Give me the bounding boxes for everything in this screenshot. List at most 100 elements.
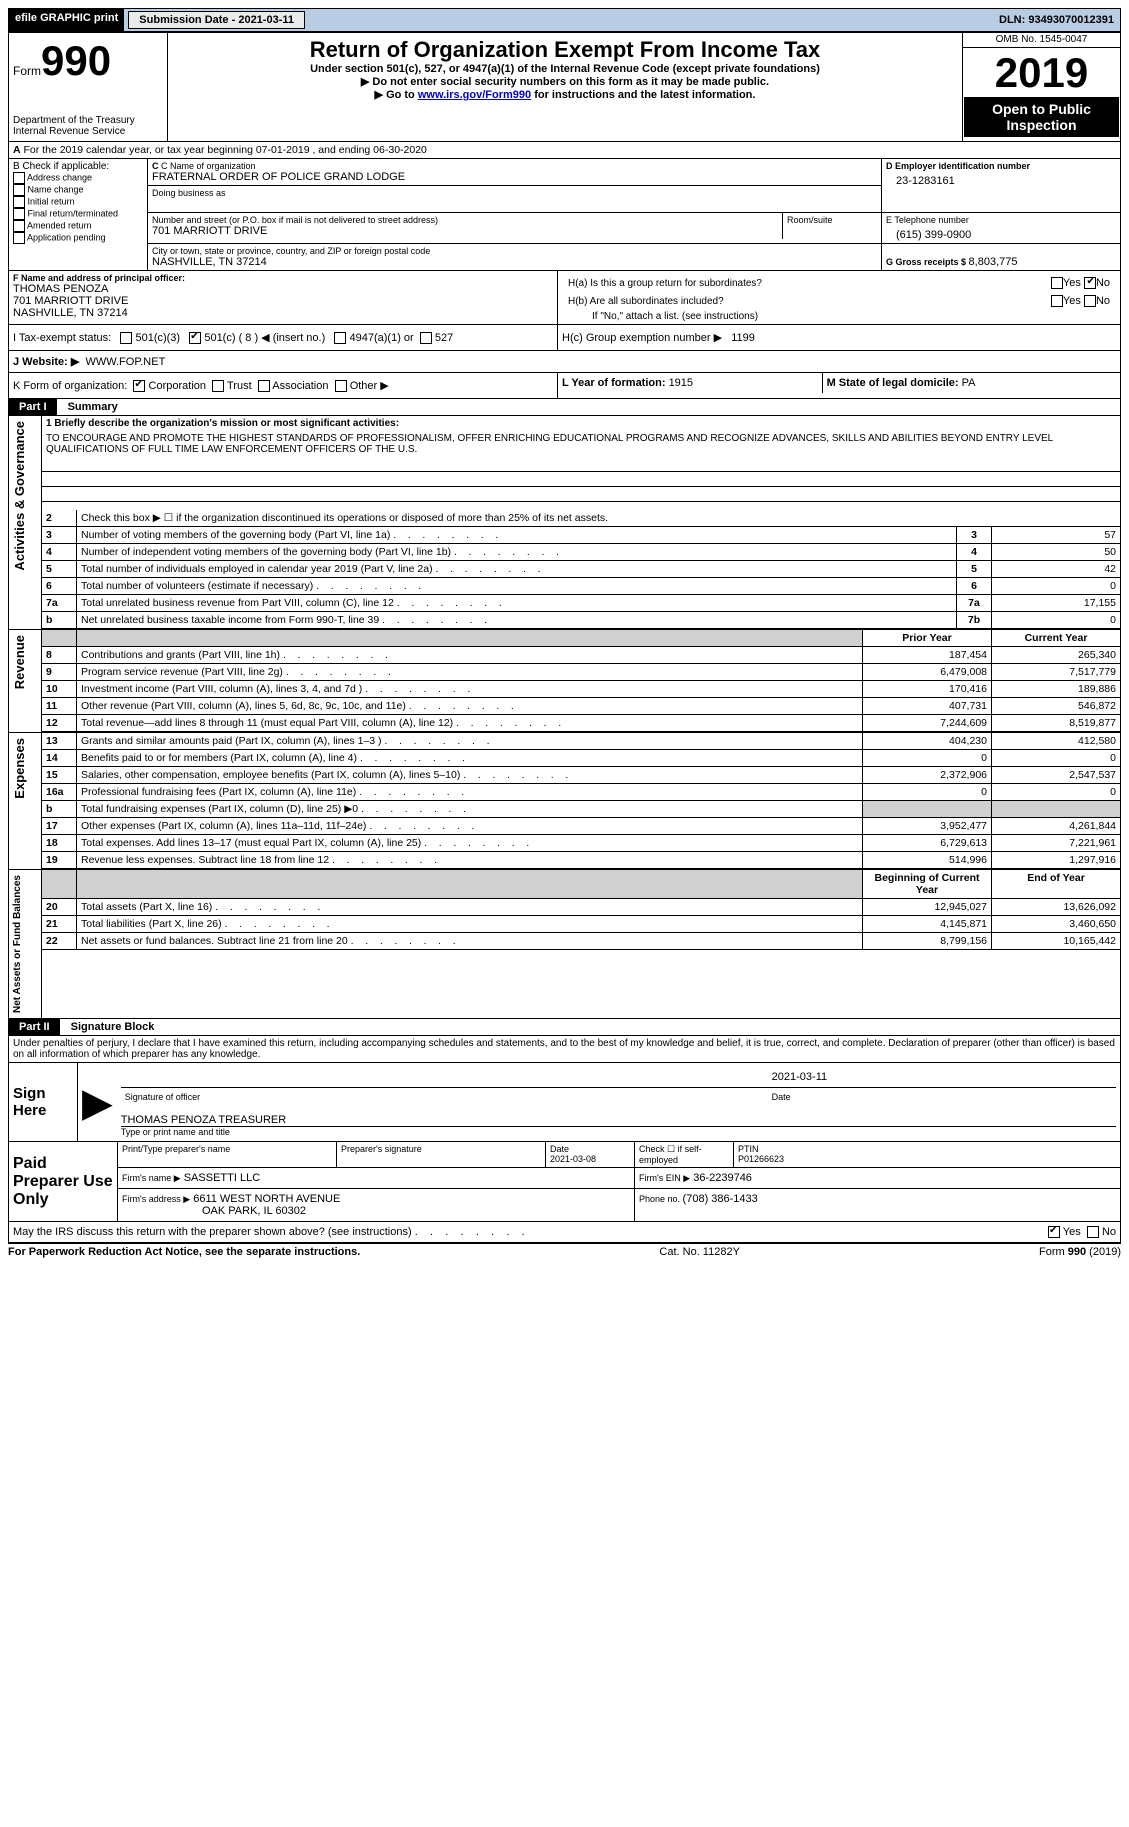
mission-text: TO ENCOURAGE AND PROMOTE THE HIGHEST STA… [42, 431, 1120, 457]
firm-addr2: OAK PARK, IL 60302 [122, 1205, 306, 1217]
org-name: FRATERNAL ORDER OF POLICE GRAND LODGE [152, 171, 877, 183]
top-bar: efile GRAPHIC print Submission Date - 20… [8, 8, 1121, 32]
line2: Check this box ▶ ☐ if the organization d… [77, 510, 1121, 527]
box-b-label: B Check if applicable: [13, 161, 143, 172]
4947a1: 4947(a)(1) or [350, 332, 414, 344]
hb-yes: Yes [1063, 295, 1081, 307]
vlabel-exp: Expenses [10, 734, 29, 803]
h-b: H(b) Are all subordinates included? [568, 296, 724, 307]
city-label: City or town, state or province, country… [152, 246, 877, 256]
officer-name-title: THOMAS PENOZA TREASURER [121, 1114, 1116, 1127]
d-label: D Employer identification number [886, 161, 1030, 171]
firm-phone: (708) 386-1433 [683, 1193, 758, 1205]
part1-title: Summary [60, 401, 118, 413]
mission-label: 1 Briefly describe the organization's mi… [46, 418, 399, 429]
h-a: H(a) Is this a group return for subordin… [568, 278, 762, 289]
dept-treasury: Department of the Treasury [13, 115, 163, 126]
type-name-label: Type or print name and title [121, 1127, 1116, 1137]
chk-final: Final return/terminated [28, 208, 119, 218]
form990-link[interactable]: www.irs.gov/Form990 [418, 89, 531, 101]
paid-preparer-block: Paid Preparer Use Only Print/Type prepar… [8, 1142, 1121, 1222]
527: 527 [435, 332, 453, 344]
e-phone-label: E Telephone number [886, 215, 1116, 225]
firm-phone-label: Phone no. [639, 1194, 683, 1204]
sig-date-label: Date [768, 1088, 1116, 1107]
irs: Internal Revenue Service [13, 126, 163, 137]
status-block: I Tax-exempt status: 501(c)(3) 501(c) ( … [8, 325, 1121, 399]
f-label: F Name and address of principal officer: [13, 273, 185, 283]
efile-label: efile GRAPHIC print [9, 9, 124, 31]
part1-badge: Part I [9, 399, 57, 415]
footer-mid: Cat. No. 11282Y [659, 1246, 740, 1258]
firm-name: SASSETTI LLC [184, 1172, 260, 1184]
k-assoc: Association [272, 380, 328, 392]
officer-name: THOMAS PENOZA [13, 283, 553, 295]
period-text: For the 2019 calendar year, or tax year … [24, 144, 427, 156]
submission-label: Submission Date - [139, 14, 238, 26]
hb-no: No [1096, 295, 1110, 307]
sign-block: Sign Here ▶ 2021-03-11 Signature of offi… [8, 1063, 1121, 1142]
part2-header: Part II Signature Block [8, 1019, 1121, 1035]
submission-btn[interactable]: Submission Date - 2021-03-11 [128, 11, 305, 29]
self-employed-check: Check ☐ if self-employed [635, 1142, 734, 1168]
i-label: I Tax-exempt status: [13, 332, 111, 344]
gov-lines: 2Check this box ▶ ☐ if the organization … [42, 510, 1120, 527]
page-footer: For Paperwork Reduction Act Notice, see … [8, 1246, 1121, 1258]
l-label: L Year of formation: [562, 377, 669, 389]
g-label: G Gross receipts $ [886, 257, 969, 267]
hc-value: 1199 [731, 332, 755, 344]
k-other: Other ▶ [350, 380, 389, 392]
k-trust: Trust [227, 380, 252, 392]
h-note: If "No," attach a list. (see instruction… [562, 311, 1116, 322]
phone: (615) 399-0900 [886, 225, 1116, 241]
officer-addr1: 701 MARRIOTT DRIVE [13, 295, 553, 307]
room-suite-label: Room/suite [783, 213, 882, 239]
submission-date: 2021-03-11 [238, 14, 294, 26]
dln: DLN: 93493070012391 [999, 14, 1120, 26]
discuss-yes: Yes [1063, 1226, 1081, 1238]
form-number: 990 [41, 37, 111, 84]
website: WWW.FOP.NET [85, 356, 165, 368]
prep-sig-label: Preparer's signature [337, 1142, 546, 1168]
c-name-label: C C Name of organization [152, 161, 877, 171]
entity-block: B Check if applicable: Address change Na… [8, 159, 1121, 271]
part1-header: Part I Summary [8, 399, 1121, 416]
501c: 501(c) ( 8 ) ◀ (insert no.) [204, 332, 325, 344]
hdr-end: End of Year [992, 870, 1121, 899]
part2-title: Signature Block [63, 1021, 155, 1033]
hc-label: H(c) Group exemption number ▶ [562, 332, 722, 344]
vlabel-net: Net Assets or Fund Balances [10, 871, 25, 1017]
discuss-no: No [1102, 1226, 1116, 1238]
hdr-begin: Beginning of Current Year [863, 870, 992, 899]
firm-ein-label: Firm's EIN ▶ [639, 1173, 690, 1183]
officer-h-block: F Name and address of principal officer:… [8, 271, 1121, 325]
ptin: P01266623 [738, 1154, 784, 1164]
dln-value: 93493070012391 [1028, 14, 1114, 26]
chk-initial: Initial return [28, 196, 75, 206]
firm-name-label: Firm's name ▶ [122, 1173, 181, 1183]
chk-pending: Application pending [27, 232, 106, 242]
sign-date: 2021-03-11 [768, 1067, 1116, 1088]
prep-date-label: Date [550, 1144, 569, 1154]
discuss-row: May the IRS discuss this return with the… [8, 1222, 1121, 1244]
footer-right: Form 990 (2019) [1039, 1246, 1121, 1258]
prep-date: 2021-03-08 [550, 1154, 596, 1164]
city-state-zip: NASHVILLE, TN 37214 [152, 256, 877, 268]
gross-receipts: 8,803,775 [969, 256, 1018, 268]
chk-name: Name change [28, 184, 84, 194]
officer-addr2: NASHVILLE, TN 37214 [13, 307, 553, 319]
vlabel-rev: Revenue [10, 631, 29, 693]
part2-badge: Part II [9, 1019, 60, 1035]
chk-amended: Amended return [27, 220, 92, 230]
hdr-current: Current Year [992, 630, 1121, 647]
header-block: Form990 Department of the Treasury Inter… [8, 32, 1121, 142]
goto-suffix: for instructions and the latest informat… [531, 89, 755, 101]
sig-officer-label: Signature of officer [121, 1088, 768, 1107]
subtitle-3: Go to www.irs.gov/Form990 for instructio… [176, 88, 954, 101]
vlabel-gov: Activities & Governance [10, 417, 29, 575]
ha-yes: Yes [1063, 277, 1081, 289]
firm-ein: 36-2239746 [693, 1172, 752, 1184]
period-row: A For the 2019 calendar year, or tax yea… [8, 142, 1121, 159]
k-corp: Corporation [149, 380, 206, 392]
subtitle-2: Do not enter social security numbers on … [176, 75, 954, 88]
